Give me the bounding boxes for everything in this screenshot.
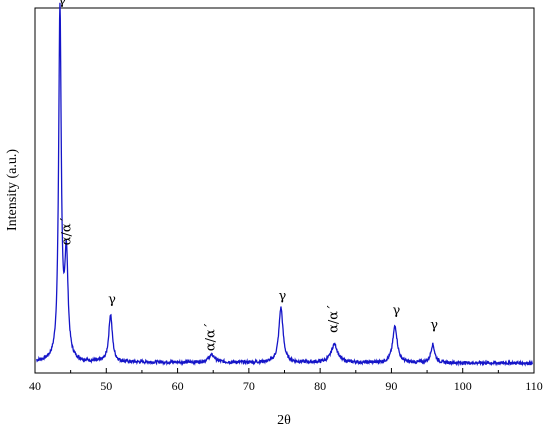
peak-annotation: γ xyxy=(58,0,66,8)
peak-annotation: γ xyxy=(393,304,401,319)
x-tick-label: 70 xyxy=(243,379,255,393)
x-tick-label: 110 xyxy=(525,379,543,393)
y-axis-label: Intensity (a.u.) xyxy=(5,149,20,231)
peak-annotations: γ α/α΄ γ α/α΄ γ α/α΄ γ γ xyxy=(58,0,438,351)
intensity-series-line xyxy=(36,2,534,367)
x-tick-label: 90 xyxy=(385,379,397,393)
peak-annotation: α/α΄ xyxy=(326,304,341,332)
peak-annotation: γ xyxy=(108,293,116,308)
x-tick-label: 40 xyxy=(29,379,41,393)
x-axis-ticks xyxy=(34,368,535,373)
peak-annotation: γ xyxy=(430,318,438,333)
x-axis-tick-labels: 40 50 60 70 80 90 100 110 xyxy=(29,379,543,393)
peak-annotation: γ xyxy=(278,289,286,304)
x-tick-label: 50 xyxy=(100,379,112,393)
peak-annotation: α/α΄ xyxy=(204,323,219,351)
x-tick-label: 80 xyxy=(314,379,326,393)
x-axis-label: 2θ xyxy=(277,413,291,428)
peak-annotation: α/α΄ xyxy=(60,217,75,245)
x-tick-label: 60 xyxy=(172,379,184,393)
x-tick-label: 100 xyxy=(454,379,472,393)
